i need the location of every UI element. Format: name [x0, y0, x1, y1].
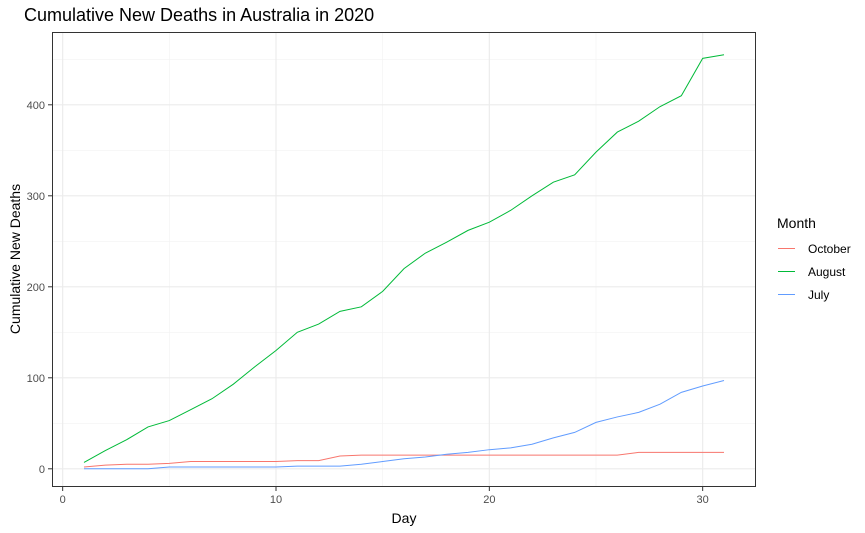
series-line-july	[84, 380, 725, 470]
x-axis-label: Day	[392, 510, 417, 526]
minor-gridlines	[52, 32, 756, 487]
legend-key	[778, 248, 795, 249]
series-line-october	[83, 451, 724, 468]
y-axis-label: Cumulative New Deaths	[7, 184, 23, 334]
legend-title: Month	[777, 215, 816, 231]
legend-item-august: August	[777, 260, 851, 283]
chart-title: Cumulative New Deaths in Australia in 20…	[24, 5, 375, 25]
x-tick-label: 10	[270, 494, 282, 506]
legend-key	[778, 271, 795, 272]
x-tick-label: 20	[483, 494, 495, 506]
x-axis: 0 10 20 30	[60, 487, 709, 506]
y-axis: 0 100 200 300 400	[27, 100, 52, 476]
legend-label: August	[808, 264, 846, 279]
legend-item-july: July	[777, 283, 851, 306]
x-tick-label: 0	[60, 494, 66, 506]
legend-label: October	[808, 241, 851, 256]
legend-key	[778, 294, 795, 295]
legend: Month October August July	[777, 215, 851, 306]
series-lines	[83, 54, 725, 470]
series-line-august	[83, 54, 725, 463]
legend-item-october: October	[777, 237, 851, 260]
y-tick-label: 200	[27, 282, 45, 294]
panel-border	[52, 32, 756, 487]
y-tick-label: 100	[27, 373, 45, 385]
y-tick-label: 0	[39, 464, 45, 476]
major-gridlines	[52, 32, 756, 487]
y-tick-label: 400	[27, 100, 45, 112]
legend-label: July	[808, 287, 830, 302]
panel-background	[52, 32, 756, 487]
y-tick-label: 300	[27, 191, 45, 203]
x-tick-label: 30	[697, 494, 709, 506]
